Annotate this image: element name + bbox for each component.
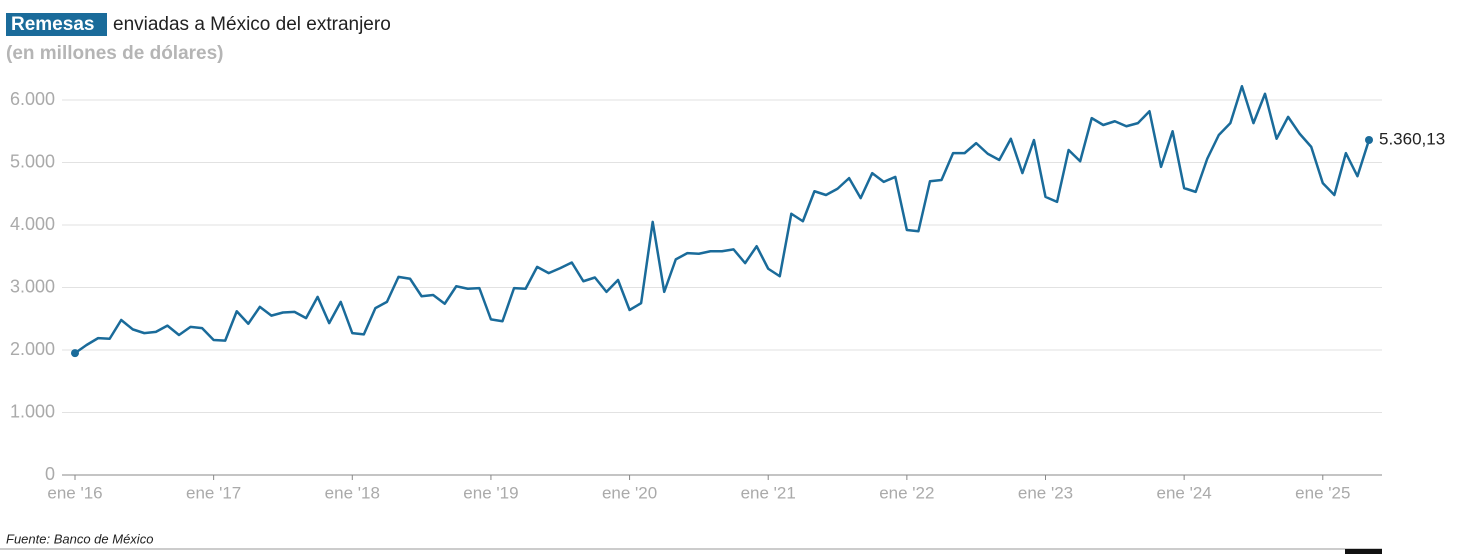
chart-title: enviadas a México del extranjero bbox=[113, 14, 391, 35]
y-tick-label: 0 bbox=[45, 464, 55, 484]
x-tick-label: ene '24 bbox=[1157, 483, 1212, 502]
chart-subtitle: (en millones de dólares) bbox=[6, 43, 224, 64]
x-tick-label: ene '23 bbox=[1018, 483, 1073, 502]
x-tick-label: ene '25 bbox=[1295, 483, 1350, 502]
x-tick-label: ene '21 bbox=[741, 483, 796, 502]
y-tick-label: 2.000 bbox=[10, 339, 55, 359]
x-tick-label: ene '19 bbox=[463, 483, 518, 502]
x-tick-label: ene '16 bbox=[47, 483, 102, 502]
y-tick-label: 5.000 bbox=[10, 151, 55, 171]
value-label: 5.360,13 bbox=[1379, 129, 1445, 148]
title-highlight-box bbox=[6, 13, 107, 36]
endpoint-dot bbox=[71, 349, 79, 358]
footer-mark bbox=[1345, 549, 1382, 554]
endpoint-dot bbox=[1365, 135, 1373, 144]
title-highlight: Remesas bbox=[11, 14, 94, 35]
source: Fuente: Banco de México bbox=[6, 531, 153, 546]
data-line bbox=[74, 85, 1371, 355]
x-tick-label: ene '18 bbox=[325, 483, 380, 502]
x-tick-label: ene '22 bbox=[879, 483, 934, 502]
y-tick-label: 4.000 bbox=[10, 214, 55, 234]
x-tick-label: ene '20 bbox=[602, 483, 657, 502]
y-tick-label: 3.000 bbox=[10, 276, 55, 296]
x-tick-label: ene '17 bbox=[186, 483, 241, 502]
y-tick-label: 1.000 bbox=[10, 401, 55, 421]
y-tick-label: 6.000 bbox=[10, 89, 55, 109]
